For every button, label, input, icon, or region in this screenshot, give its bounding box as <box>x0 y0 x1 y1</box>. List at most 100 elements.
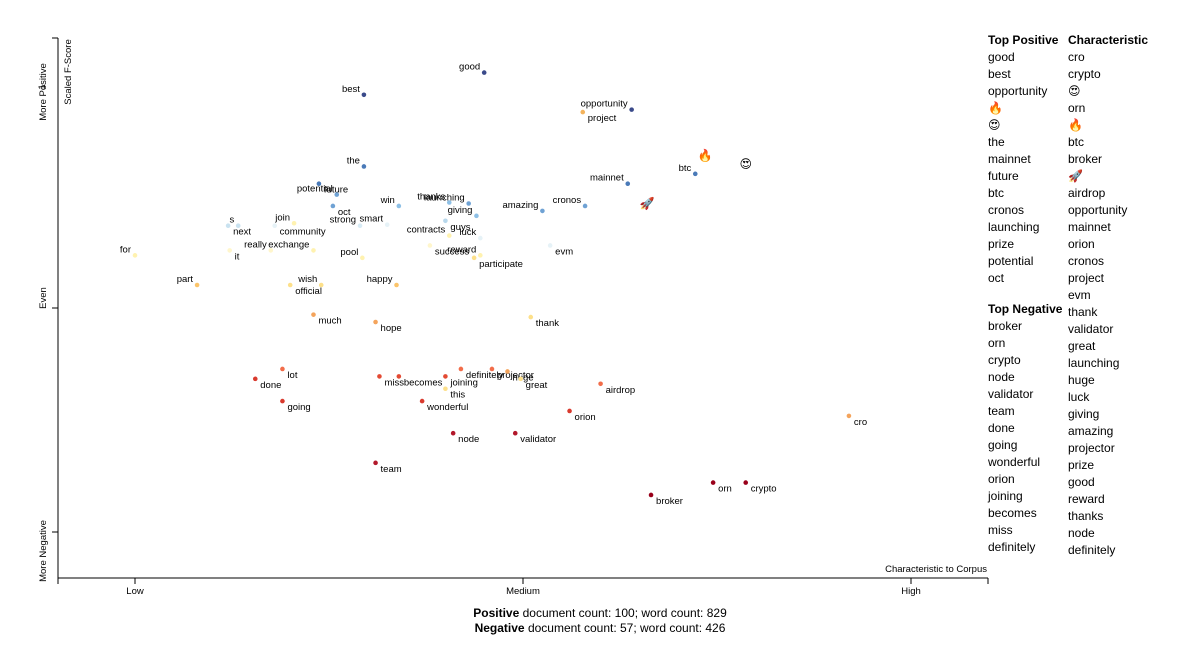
characteristic-item[interactable]: broker <box>1068 152 1103 166</box>
point-marker[interactable] <box>394 282 399 288</box>
data-point[interactable]: becomes <box>396 374 443 388</box>
data-point[interactable]: wish <box>297 274 324 288</box>
top-positive-item[interactable]: good <box>988 50 1015 64</box>
point-marker[interactable] <box>291 220 297 226</box>
point-marker[interactable] <box>268 248 274 253</box>
point-marker[interactable] <box>474 213 479 219</box>
characteristic-item[interactable]: 🚀 <box>1068 169 1083 183</box>
data-point[interactable]: 🚀 <box>640 196 655 210</box>
point-marker[interactable] <box>471 255 477 261</box>
point-marker[interactable] <box>311 248 316 253</box>
point-marker[interactable] <box>318 282 324 288</box>
characteristic-item[interactable]: validator <box>1068 322 1114 336</box>
characteristic-item[interactable]: amazing <box>1068 424 1114 438</box>
data-point[interactable]: evm <box>547 243 573 257</box>
data-point[interactable]: strong <box>330 215 363 229</box>
point-marker[interactable] <box>443 374 448 379</box>
characteristic-item[interactable]: orion <box>1068 237 1095 251</box>
top-negative-item[interactable]: team <box>988 404 1015 418</box>
point-marker[interactable] <box>384 222 390 228</box>
data-point[interactable]: community <box>272 223 326 238</box>
data-point[interactable]: guys <box>443 218 471 233</box>
top-negative-item[interactable]: joining <box>988 489 1023 503</box>
top-positive-item[interactable]: future <box>988 169 1019 183</box>
data-point[interactable]: next <box>225 223 252 238</box>
data-point[interactable]: orion <box>567 408 596 423</box>
point-marker[interactable] <box>360 255 365 261</box>
characteristic-item[interactable]: huge <box>1068 373 1095 387</box>
point-marker[interactable] <box>629 107 634 112</box>
point-marker[interactable] <box>396 203 402 209</box>
data-point[interactable]: team <box>373 460 402 475</box>
characteristic-item[interactable]: project <box>1068 271 1105 285</box>
point-marker[interactable] <box>330 203 336 209</box>
top-negative-item[interactable]: becomes <box>988 506 1037 520</box>
data-point[interactable]: it <box>227 248 240 262</box>
data-point[interactable]: exchange <box>268 239 316 253</box>
data-point[interactable]: done <box>252 376 281 391</box>
point-marker[interactable] <box>528 314 534 320</box>
point-marker[interactable] <box>450 430 456 436</box>
data-point[interactable]: cronos <box>553 195 588 209</box>
top-negative-item[interactable]: validator <box>988 387 1034 401</box>
top-positive-item[interactable]: prize <box>988 237 1015 251</box>
top-positive-item[interactable]: the <box>988 135 1005 149</box>
data-point[interactable]: cro <box>846 413 868 428</box>
data-point[interactable]: reward <box>447 244 483 258</box>
point-marker[interactable] <box>625 181 631 187</box>
top-positive-item[interactable]: 🔥 <box>988 101 1003 115</box>
top-positive-item[interactable]: mainnet <box>988 152 1031 166</box>
point-marker[interactable] <box>194 282 200 288</box>
data-point[interactable]: orn <box>710 480 732 495</box>
point-marker[interactable] <box>419 398 425 404</box>
data-point[interactable]: good <box>459 62 487 75</box>
characteristic-item[interactable]: btc <box>1068 135 1085 149</box>
data-point[interactable]: best <box>342 84 367 98</box>
point-marker[interactable] <box>598 381 603 387</box>
point-marker[interactable] <box>377 374 382 379</box>
data-point[interactable]: really <box>244 239 274 253</box>
point-marker[interactable] <box>446 200 452 205</box>
point-marker[interactable] <box>373 319 378 325</box>
characteristic-item[interactable]: thank <box>1068 305 1098 319</box>
data-point[interactable]: contracts <box>407 225 452 238</box>
top-positive-item[interactable]: launching <box>988 220 1040 234</box>
data-point[interactable]: node <box>450 430 479 445</box>
data-point[interactable]: oct <box>330 203 351 218</box>
characteristic-item[interactable]: node <box>1068 526 1095 540</box>
point-marker[interactable] <box>458 366 464 372</box>
data-point[interactable]: airdrop <box>598 381 635 396</box>
data-point[interactable]: s <box>229 215 241 229</box>
point-marker[interactable] <box>648 492 654 498</box>
data-point[interactable]: miss <box>377 374 404 388</box>
data-point[interactable]: smart <box>359 214 390 228</box>
top-positive-item[interactable]: potential <box>988 254 1034 268</box>
point-marker[interactable] <box>334 192 340 197</box>
top-positive-item[interactable]: cronos <box>988 203 1025 217</box>
characteristic-item[interactable]: good <box>1068 475 1095 489</box>
top-negative-item[interactable]: node <box>988 370 1015 384</box>
characteristic-item[interactable]: 😍 <box>1068 84 1081 98</box>
data-point[interactable]: mainnet <box>590 173 631 187</box>
point-marker[interactable] <box>132 253 138 258</box>
data-point[interactable]: luck <box>459 227 483 241</box>
top-negative-item[interactable]: orion <box>988 472 1015 486</box>
point-marker[interactable] <box>481 70 487 75</box>
characteristic-item[interactable]: prize <box>1068 458 1095 472</box>
characteristic-item[interactable]: launching <box>1068 356 1120 370</box>
top-positive-item[interactable]: opportunity <box>988 84 1048 98</box>
top-positive-item[interactable]: 😍 <box>988 118 1001 132</box>
characteristic-item[interactable]: great <box>1068 339 1096 353</box>
top-negative-item[interactable]: miss <box>988 523 1013 537</box>
characteristic-item[interactable]: cro <box>1068 50 1085 64</box>
data-point[interactable]: opportunity <box>581 99 634 112</box>
point-marker[interactable] <box>227 248 232 253</box>
point-marker[interactable] <box>478 235 483 241</box>
point-marker[interactable] <box>252 376 258 382</box>
top-negative-item[interactable]: broker <box>988 319 1023 333</box>
point-marker[interactable] <box>710 480 716 485</box>
point-emoji-marker[interactable]: 😍 <box>739 157 752 171</box>
characteristic-item[interactable]: crypto <box>1068 67 1101 81</box>
point-emoji-marker[interactable]: 🔥 <box>698 149 713 163</box>
characteristic-item[interactable]: 🔥 <box>1068 118 1083 132</box>
